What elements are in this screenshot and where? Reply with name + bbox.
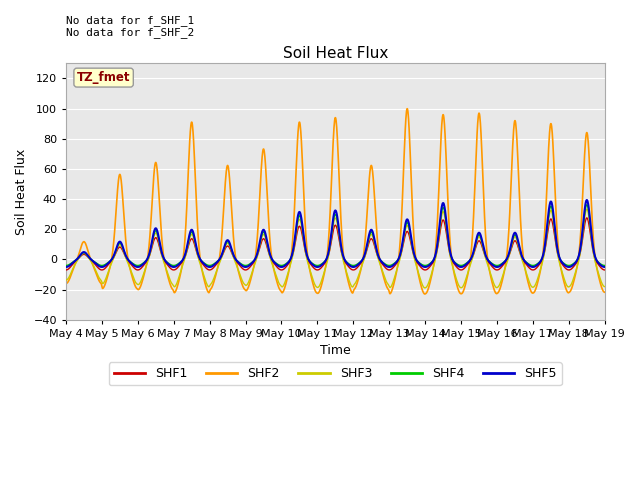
Title: Soil Heat Flux: Soil Heat Flux (283, 46, 388, 61)
Text: No data for f_SHF_1
No data for f_SHF_2: No data for f_SHF_1 No data for f_SHF_2 (66, 15, 195, 38)
Y-axis label: Soil Heat Flux: Soil Heat Flux (15, 148, 28, 235)
Text: TZ_fmet: TZ_fmet (77, 71, 131, 84)
Legend: SHF1, SHF2, SHF3, SHF4, SHF5: SHF1, SHF2, SHF3, SHF4, SHF5 (109, 362, 562, 385)
X-axis label: Time: Time (320, 344, 351, 357)
